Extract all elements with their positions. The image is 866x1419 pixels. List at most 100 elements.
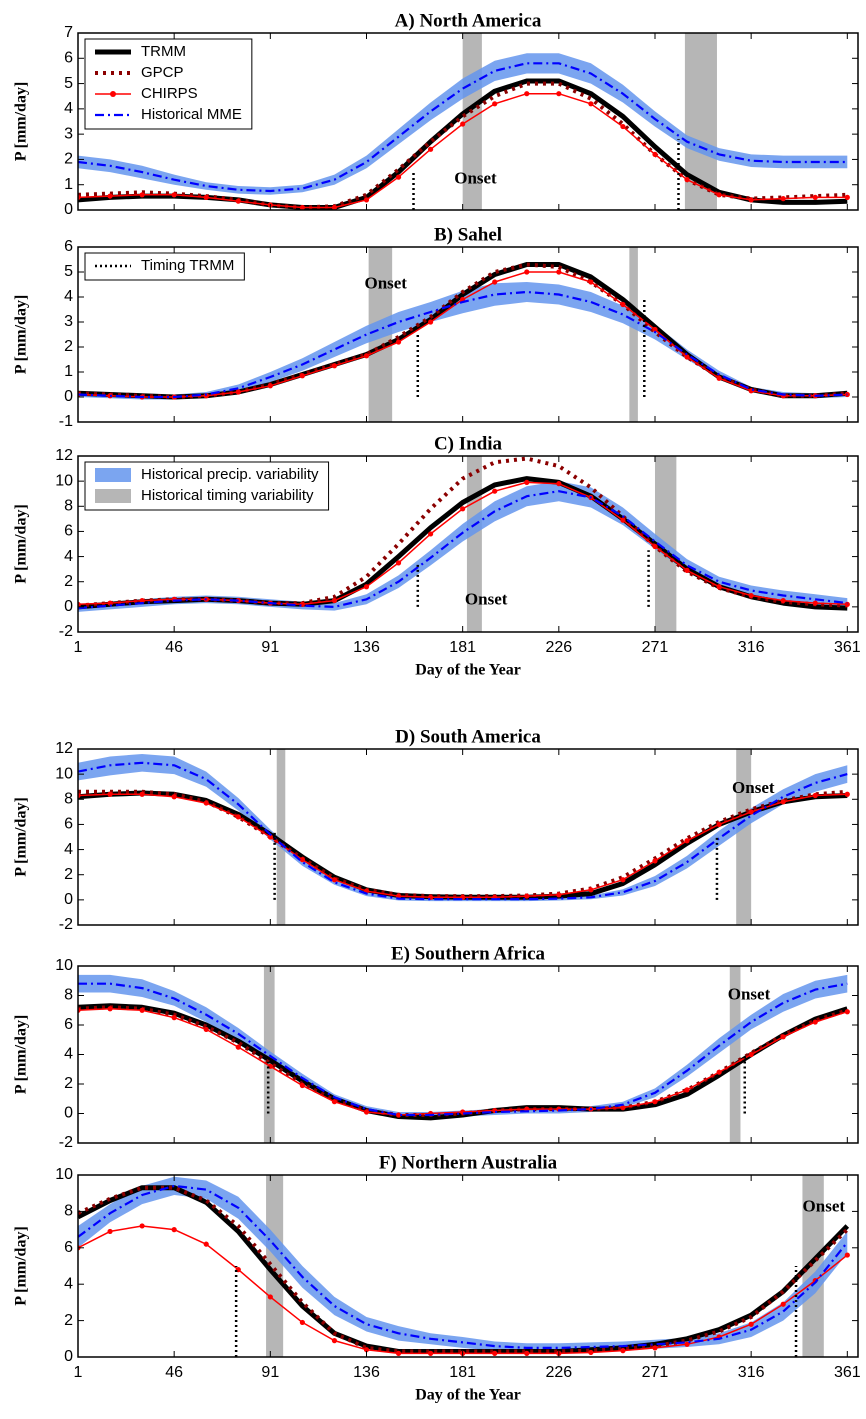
- series-marker: [588, 1349, 594, 1356]
- series-marker: [812, 1019, 818, 1025]
- y-axis-label: P [mm/day]: [13, 1226, 30, 1306]
- series-marker: [139, 192, 145, 198]
- variability-band: [78, 1176, 848, 1353]
- series-line: [78, 262, 848, 400]
- legend-swatch: [110, 91, 116, 97]
- series-marker: [588, 887, 594, 893]
- series-marker: [428, 1350, 434, 1356]
- series-marker: [652, 1099, 658, 1105]
- y-tick-label: 0: [64, 1348, 73, 1365]
- series-marker: [844, 1252, 850, 1258]
- y-tick-label: 4: [64, 841, 73, 858]
- y-tick-label: 3: [64, 313, 73, 330]
- series-marker: [748, 592, 754, 599]
- x-tick-label: 46: [165, 1364, 183, 1381]
- x-axis-label: Day of the Year: [415, 662, 521, 679]
- series-marker: [684, 567, 690, 574]
- timing-span: [266, 1175, 284, 1357]
- x-tick-label: 361: [834, 639, 861, 656]
- annotation: Onset: [465, 589, 508, 608]
- series-marker: [139, 1223, 145, 1229]
- series-marker: [492, 1350, 498, 1356]
- series-marker: [588, 279, 594, 285]
- series-marker: [844, 194, 850, 200]
- series-marker: [171, 192, 177, 198]
- annotation: Onset: [803, 1197, 846, 1216]
- y-tick-label: 2: [64, 151, 73, 168]
- plot-frame: [77, 748, 859, 926]
- y-tick-label: 0: [64, 201, 73, 218]
- series-marker: [363, 1347, 370, 1353]
- x-tick-label: 226: [545, 1364, 572, 1381]
- series-marker: [684, 177, 690, 183]
- legend-label: Historical timing variability: [141, 487, 314, 504]
- annotation: Onset: [364, 273, 407, 292]
- x-tick-label: 91: [261, 639, 279, 656]
- series-marker: [460, 506, 466, 512]
- series-marker: [684, 838, 690, 844]
- y-axis-label: P [mm/day]: [13, 295, 30, 375]
- y-tick-label: 1: [64, 176, 73, 193]
- series-marker: [556, 269, 562, 275]
- series-marker: [780, 799, 786, 805]
- plot-area: [78, 247, 850, 422]
- y-axis-label: P [mm/day]: [13, 82, 30, 162]
- y-tick-label: 10: [55, 765, 73, 782]
- series-line: [78, 793, 848, 899]
- series-marker: [395, 560, 402, 566]
- panel-title: C) India: [434, 433, 503, 454]
- series-marker: [363, 584, 370, 590]
- timing-span: [729, 966, 741, 1143]
- series-marker: [780, 1034, 786, 1040]
- series-marker: [652, 151, 658, 157]
- y-tick-label: 5: [64, 263, 73, 280]
- series-marker: [620, 123, 626, 130]
- series-line: [78, 262, 848, 399]
- x-tick-label: 46: [165, 639, 183, 656]
- series-marker: [556, 481, 562, 487]
- legend-label: Timing TRMM: [141, 257, 234, 274]
- x-tick-label: 361: [834, 1364, 861, 1381]
- series-marker: [171, 1015, 177, 1021]
- series-marker: [620, 517, 626, 523]
- legend-label: CHIRPS: [141, 85, 198, 102]
- y-tick-label: 8: [64, 987, 73, 1004]
- annotation: Onset: [454, 169, 497, 188]
- series-marker: [492, 488, 498, 494]
- series-marker: [524, 1350, 530, 1356]
- y-axis-label: P [mm/day]: [13, 1015, 30, 1095]
- y-axis-label: P [mm/day]: [13, 797, 30, 877]
- series-marker: [107, 1006, 113, 1012]
- legend-label: Historical MME: [141, 106, 242, 123]
- legend-label: Historical precip. variability: [141, 466, 319, 483]
- series-marker: [748, 809, 754, 815]
- y-tick-label: 6: [64, 1239, 73, 1256]
- y-tick-label: 4: [64, 288, 73, 305]
- timing-span: [802, 1175, 824, 1357]
- y-tick-label: 6: [64, 523, 73, 540]
- series-line: [78, 1185, 849, 1354]
- series-marker: [588, 101, 594, 107]
- series-marker: [331, 204, 338, 210]
- y-tick-label: 4: [64, 1046, 73, 1063]
- y-tick-label: 12: [55, 447, 73, 464]
- series-marker: [716, 821, 722, 828]
- series-marker: [620, 301, 626, 308]
- x-axis-label: Day of the Year: [415, 1387, 521, 1404]
- plot-area: [78, 749, 850, 925]
- series-marker: [748, 1321, 754, 1327]
- legend-swatch: [95, 489, 131, 503]
- series-marker: [139, 791, 145, 797]
- y-tick-label: -2: [59, 1134, 73, 1151]
- series-marker: [203, 1026, 209, 1033]
- series-marker: [524, 269, 530, 275]
- y-tick-label: 2: [64, 1075, 73, 1092]
- x-tick-label: 181: [449, 639, 476, 656]
- series-marker: [235, 389, 241, 395]
- x-tick-label: 271: [642, 639, 669, 656]
- series-marker: [652, 543, 658, 550]
- plot-frame: [77, 32, 859, 211]
- series-marker: [395, 1112, 402, 1118]
- y-tick-label: 2: [64, 338, 73, 355]
- series-marker: [107, 791, 113, 797]
